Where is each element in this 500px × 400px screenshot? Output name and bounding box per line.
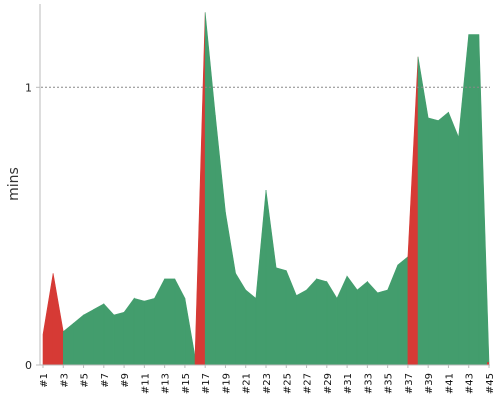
y-tick-label: 0	[25, 359, 32, 372]
x-tick-label: #13	[161, 373, 172, 394]
x-tick-label: #33	[363, 373, 374, 394]
area-segment-39	[427, 117, 439, 366]
x-tick-label: #19	[221, 373, 232, 394]
area-segment-45	[487, 362, 489, 365]
area-segment-42	[458, 34, 470, 366]
area-segment-37	[407, 56, 419, 366]
area-segment-22	[255, 190, 267, 366]
area-series-layer	[42, 12, 490, 366]
x-tick-label: #37	[404, 373, 415, 394]
area-segment-7	[103, 303, 115, 366]
area-segment-8	[113, 311, 125, 366]
x-tick-label: #35	[384, 373, 395, 394]
y-axis-title: mins	[6, 167, 22, 201]
area-segment-30	[336, 276, 348, 366]
x-tick-label: #39	[424, 373, 435, 394]
x-tick-label: #21	[242, 373, 253, 394]
area-segment-19	[225, 212, 236, 366]
area-segment-25	[285, 270, 297, 366]
y-tick-layer: 01	[25, 81, 40, 372]
y-tick-label: 1	[25, 81, 32, 94]
area-segment-2	[52, 273, 64, 366]
area-segment-35	[387, 264, 399, 366]
area-segment-41	[448, 112, 459, 366]
area-segment-31	[346, 275, 358, 366]
area-segment-29	[326, 280, 338, 366]
area-segment-10	[133, 297, 145, 366]
area-segment-18	[215, 115, 226, 366]
x-tick-label: #25	[282, 373, 293, 394]
x-tick-label: #45	[485, 373, 496, 394]
area-segment-5	[83, 308, 94, 366]
area-segment-23	[265, 190, 277, 366]
area-segment-40	[438, 111, 449, 366]
x-tick-label: #27	[303, 373, 314, 394]
area-segment-13	[164, 278, 176, 366]
area-segment-17	[204, 12, 216, 366]
x-tick-label: #41	[444, 373, 455, 394]
area-segment-27	[306, 278, 317, 366]
x-tick-label: #43	[465, 373, 476, 394]
x-tick-label: #1	[39, 373, 50, 388]
area-segment-14	[174, 278, 186, 366]
area-segment-33	[367, 280, 378, 366]
area-segment-26	[296, 289, 307, 366]
area-segment-3	[62, 322, 74, 366]
area-segment-44	[478, 34, 490, 366]
area-segment-36	[397, 256, 409, 366]
area-segment-38	[417, 56, 429, 366]
area-segment-32	[356, 281, 368, 366]
x-tick-label: #17	[201, 373, 212, 394]
area-segment-21	[245, 289, 257, 366]
x-tick-label: #23	[262, 373, 273, 394]
area-segment-28	[316, 278, 328, 366]
area-segment-11	[144, 297, 155, 366]
area-segment-9	[123, 297, 135, 366]
area-segment-20	[235, 272, 247, 366]
area-segment-16	[194, 12, 206, 366]
area-segment-12	[154, 278, 165, 366]
area-segment-15	[184, 298, 196, 366]
x-tick-label: #3	[59, 373, 70, 388]
x-tick-layer: #1 #3 #5 #7 #9 #11 #13 #15 #17 #19 #21 #23 #25 #27 #29…	[39, 365, 496, 394]
area-segment-43	[468, 34, 480, 366]
x-tick-label: #7	[100, 373, 111, 388]
x-tick-label: #29	[323, 373, 334, 394]
area-segment-1	[42, 273, 54, 366]
area-segment-4	[73, 314, 84, 366]
area-segment-6	[93, 303, 105, 366]
x-tick-label: #15	[181, 373, 192, 394]
x-tick-label: #5	[80, 373, 91, 388]
x-tick-label: #31	[343, 373, 354, 394]
area-segment-24	[275, 267, 287, 366]
area-segment-34	[377, 289, 388, 366]
x-tick-label: #9	[120, 373, 131, 388]
x-tick-label: #11	[140, 373, 151, 394]
